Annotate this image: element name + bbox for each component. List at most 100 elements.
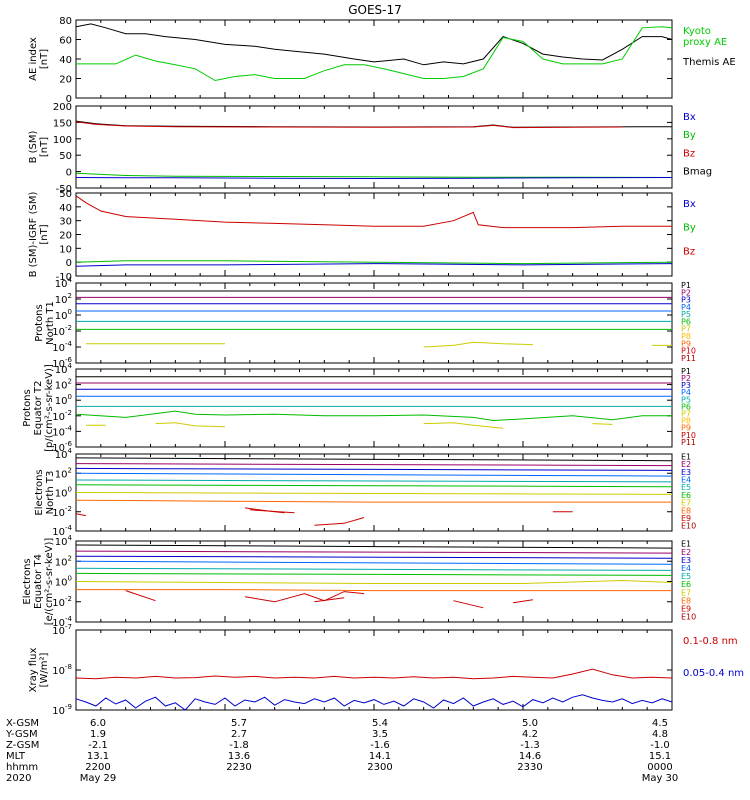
legend-p5: P5 xyxy=(681,395,691,404)
panel-4: 104 102 100 10-2 10-4 10-6 ProtonsNorth T1 P1P2… xyxy=(34,276,696,370)
footer-cell: 14.6 xyxy=(519,751,541,762)
legend-p1: P1 xyxy=(681,367,691,376)
footer-cell: 5.4 xyxy=(372,718,388,729)
y-tick-label: 10-2 xyxy=(52,324,72,338)
y-tick-label: 10-4 xyxy=(52,340,72,354)
y-tick-label: 10-6 xyxy=(52,356,72,370)
y-tick-label: 50 xyxy=(59,189,72,200)
y-tick-label: 40 xyxy=(59,203,72,214)
legend-e7: E7 xyxy=(681,499,691,508)
y-tick-label: -50 xyxy=(56,184,72,195)
y-axis-label: B (SM)[nT] xyxy=(28,130,50,163)
series-p7 xyxy=(423,422,504,429)
series-p7 xyxy=(155,422,226,428)
legend-p9: P9 xyxy=(681,339,691,348)
legend-p11: P11 xyxy=(681,438,696,447)
legend-p6: P6 xyxy=(681,317,691,326)
legend-e9: E9 xyxy=(681,604,691,613)
legend-e8: E8 xyxy=(681,596,691,605)
y-tick-label: 10-9 xyxy=(52,703,72,717)
footer-cell: 2.7 xyxy=(231,729,247,740)
y-tick-label: 100 xyxy=(53,135,72,146)
y-tick-label: 104 xyxy=(55,362,73,376)
y-tick-label: 100 xyxy=(55,308,72,322)
legend-e7: E7 xyxy=(681,588,691,597)
series-e9 xyxy=(75,513,86,517)
series-e6 xyxy=(75,572,673,576)
legend-e6: E6 xyxy=(681,580,691,589)
footer-cell: 4.5 xyxy=(652,718,668,729)
series-e9 xyxy=(513,599,533,604)
footer-cell: 2200 xyxy=(85,762,110,773)
y-tick-label: 102 xyxy=(55,292,72,306)
plot-frame xyxy=(75,629,673,711)
legend-0-05-0-4-nm: 0.05-0.4 nm xyxy=(683,668,744,679)
series-e9 xyxy=(125,590,156,602)
y-tick-label: 10-7 xyxy=(52,623,72,637)
legend-e6: E6 xyxy=(681,491,691,500)
footer-row-label: Z-GSM xyxy=(6,740,39,751)
y-axis-label: Xray flux[W/m²] xyxy=(28,648,50,693)
y-tick-label: 20 xyxy=(59,75,72,86)
footer-cell: 3.5 xyxy=(372,729,388,740)
y-axis-label: B (SM)-IGRF (SM)[nT] xyxy=(28,192,50,278)
y-axis-label: ElectronsNorth T3 xyxy=(34,469,56,515)
legend-e2: E2 xyxy=(681,548,691,557)
footer-cell: 14.1 xyxy=(369,751,391,762)
legend-bmag: Bmag xyxy=(683,167,712,178)
series-e4 xyxy=(75,472,673,477)
legend-p2: P2 xyxy=(681,374,691,383)
legend-by: By xyxy=(683,223,696,234)
legend-e3: E3 xyxy=(681,556,691,565)
legend-p7: P7 xyxy=(681,410,691,419)
y-tick-label: 30 xyxy=(59,217,72,228)
legend-kyoto-proxy-ae: Kyoto xyxy=(683,26,711,37)
legend-p2: P2 xyxy=(681,288,691,297)
footer-cell: -1.6 xyxy=(370,740,390,751)
footer-row-label: X-GSM xyxy=(6,718,39,729)
series-e9 xyxy=(453,600,484,609)
series-e5 xyxy=(75,567,673,571)
y-tick-label: 100 xyxy=(55,486,72,500)
plot-frame xyxy=(75,368,673,448)
footer-cell: 5.0 xyxy=(522,718,538,729)
y-tick-label: 102 xyxy=(55,466,72,480)
y-tick-label: 10-2 xyxy=(52,409,72,423)
legend-themis-ae: Themis AE xyxy=(682,57,736,68)
y-tick-label: 50 xyxy=(59,151,72,162)
legend-e9: E9 xyxy=(681,514,691,523)
y-tick-label: 10 xyxy=(59,244,72,255)
footer-row-label: 2020 xyxy=(6,773,31,784)
legend-p4: P4 xyxy=(681,388,691,397)
y-tick-label: -10 xyxy=(56,272,72,283)
footer-cell: 0000 xyxy=(647,762,672,773)
y-axis-label: ProtonsNorth T1 xyxy=(34,301,56,345)
series-e2 xyxy=(75,550,673,554)
legend-p4: P4 xyxy=(681,303,691,312)
series-bx xyxy=(75,263,673,267)
y-tick-label: 10-2 xyxy=(52,595,72,609)
legend-e5: E5 xyxy=(681,483,691,492)
y-tick-label: 10-4 xyxy=(52,615,72,629)
y-tick-label: 10-4 xyxy=(52,424,72,438)
panel-6: 104 102 100 10-2 10-4 ElectronsNorth T3 E1E2E3… xyxy=(34,447,696,538)
panel-3: -10 0 10 20 30 40 50 B (SM)-IGRF (SM)[nT] Bx By Bz xyxy=(28,189,696,283)
legend-e4: E4 xyxy=(681,564,691,573)
series-bz xyxy=(75,195,672,229)
legend-p10: P10 xyxy=(681,431,696,440)
footer-row-label: hhmm xyxy=(6,762,38,773)
series-e7 xyxy=(75,492,673,495)
y-tick-label: 0 xyxy=(66,168,72,179)
footer-cell: 4.2 xyxy=(522,729,538,740)
series-e8 xyxy=(76,589,672,592)
series-0-05-0-4-nm xyxy=(75,694,673,711)
series-e8 xyxy=(75,499,672,503)
footer-row-label: MLT xyxy=(6,751,26,762)
legend-p8: P8 xyxy=(681,332,691,341)
legend-by: By xyxy=(683,130,696,141)
footer-cell: 1.9 xyxy=(90,729,106,740)
series-p7 xyxy=(423,341,533,348)
legend-bz: Bz xyxy=(683,246,695,257)
